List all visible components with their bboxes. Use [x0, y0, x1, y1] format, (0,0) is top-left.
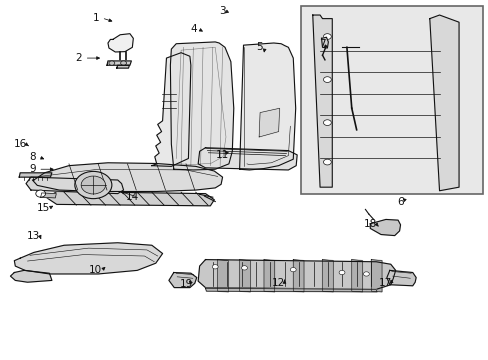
- Polygon shape: [107, 61, 131, 65]
- Polygon shape: [351, 260, 362, 292]
- Polygon shape: [152, 53, 190, 166]
- Text: 10: 10: [89, 265, 102, 275]
- Text: 4: 4: [190, 24, 196, 35]
- Polygon shape: [41, 193, 56, 198]
- Circle shape: [36, 190, 45, 197]
- Polygon shape: [198, 148, 297, 170]
- Polygon shape: [117, 65, 129, 68]
- Circle shape: [323, 159, 330, 165]
- Polygon shape: [370, 260, 381, 292]
- Circle shape: [81, 176, 105, 194]
- Polygon shape: [19, 173, 52, 177]
- Text: 1: 1: [92, 13, 99, 23]
- Polygon shape: [26, 177, 123, 194]
- Polygon shape: [322, 260, 332, 292]
- Polygon shape: [47, 192, 214, 206]
- Text: 18: 18: [363, 219, 376, 229]
- Text: 17: 17: [379, 278, 392, 288]
- Polygon shape: [321, 37, 328, 48]
- Polygon shape: [32, 163, 222, 192]
- Text: 15: 15: [37, 203, 50, 213]
- Polygon shape: [205, 288, 376, 292]
- Text: 8: 8: [29, 152, 36, 162]
- Polygon shape: [293, 260, 304, 292]
- Text: 9: 9: [29, 164, 36, 174]
- Text: 5: 5: [255, 42, 262, 52]
- FancyBboxPatch shape: [300, 6, 483, 194]
- Polygon shape: [264, 260, 274, 292]
- Polygon shape: [170, 42, 233, 170]
- Circle shape: [338, 270, 344, 275]
- Text: 16: 16: [14, 139, 27, 149]
- Polygon shape: [369, 220, 400, 235]
- Circle shape: [323, 77, 330, 82]
- Circle shape: [241, 266, 247, 270]
- Polygon shape: [312, 15, 331, 187]
- Polygon shape: [168, 273, 196, 288]
- Polygon shape: [386, 270, 415, 286]
- Polygon shape: [10, 270, 52, 282]
- Circle shape: [75, 171, 112, 199]
- Text: 7: 7: [319, 39, 325, 49]
- Circle shape: [323, 120, 330, 126]
- Polygon shape: [198, 260, 395, 289]
- Circle shape: [212, 265, 218, 269]
- Polygon shape: [217, 260, 228, 292]
- Text: 12: 12: [271, 278, 285, 288]
- Text: 2: 2: [75, 53, 82, 63]
- Circle shape: [109, 61, 115, 65]
- Circle shape: [290, 267, 296, 272]
- Text: 11: 11: [216, 150, 229, 160]
- Text: 3: 3: [219, 6, 225, 16]
- Polygon shape: [108, 34, 133, 52]
- Polygon shape: [14, 243, 162, 274]
- Text: 14: 14: [125, 192, 139, 202]
- Circle shape: [323, 34, 330, 40]
- Polygon shape: [239, 43, 295, 170]
- Circle shape: [121, 61, 126, 65]
- Polygon shape: [259, 108, 279, 137]
- Text: 6: 6: [396, 197, 403, 207]
- Circle shape: [363, 272, 368, 276]
- Polygon shape: [239, 260, 250, 292]
- Text: 13: 13: [27, 231, 41, 240]
- Polygon shape: [429, 15, 458, 191]
- Text: 19: 19: [179, 279, 192, 289]
